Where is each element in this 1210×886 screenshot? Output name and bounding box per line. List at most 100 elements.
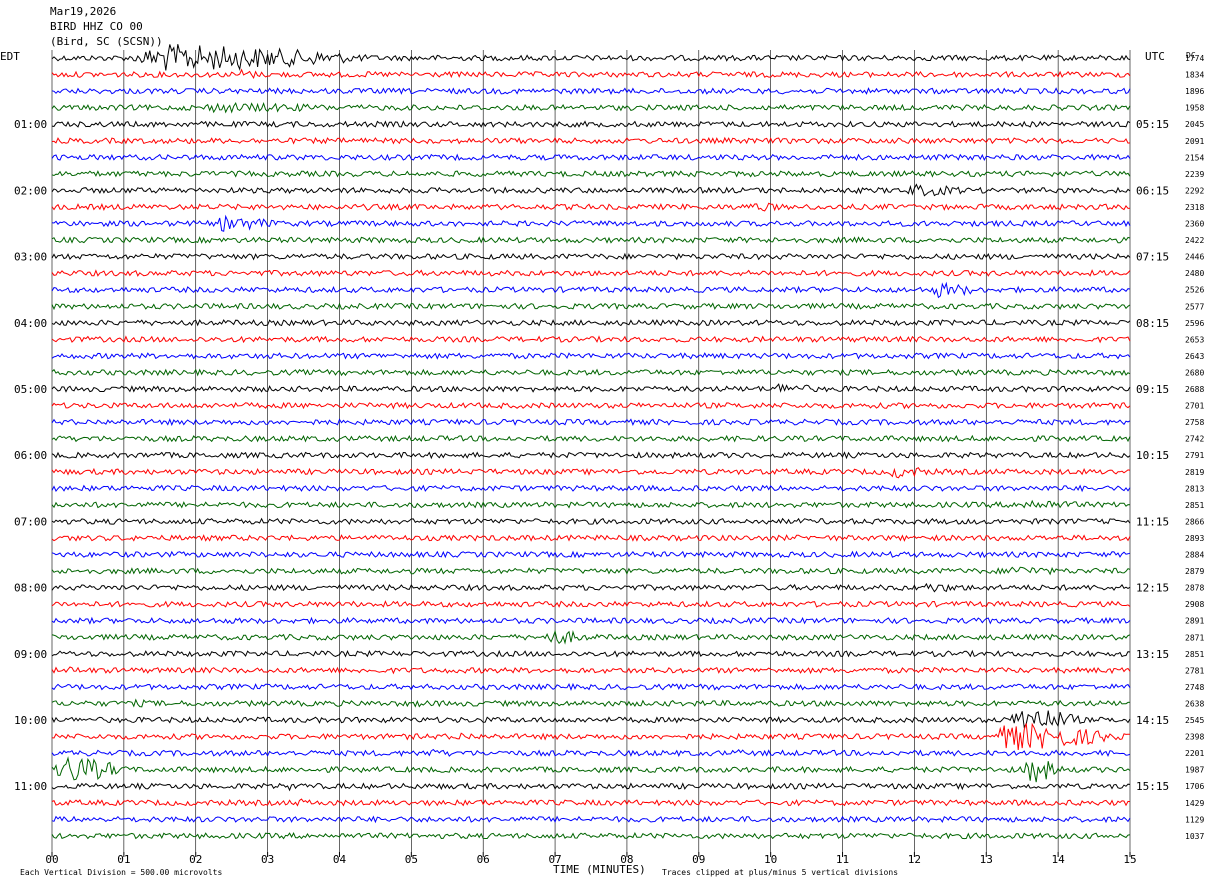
seismic-trace — [51, 252, 1131, 261]
dc-offset-label: 1958 — [1185, 104, 1204, 113]
x-tick-label: 13 — [980, 853, 993, 866]
axis-labels: 00 01 02 03 04 05 06 07 08 09 10 11 12 13 14 15 1774 1834… — [14, 54, 1204, 866]
seismic-trace — [51, 120, 1131, 129]
seismic-trace — [51, 418, 1131, 427]
seismic-trace — [51, 451, 1131, 460]
dc-offset-label: 2813 — [1185, 484, 1204, 493]
dc-offset-label: 2680 — [1185, 368, 1204, 377]
header-location: (Bird, SC (SCSN)) — [50, 35, 163, 48]
seismic-trace — [51, 434, 1131, 443]
dc-offset-label: 2878 — [1185, 584, 1204, 593]
dc-offset-label: 1774 — [1185, 54, 1204, 63]
seismic-trace — [51, 269, 1131, 278]
seismic-trace — [51, 710, 1131, 729]
seismic-trace — [51, 335, 1131, 344]
left-timezone-label: EDT — [0, 50, 20, 63]
dc-offset-label: 1429 — [1185, 799, 1204, 808]
right-hour-label: 06:15 — [1136, 184, 1169, 197]
right-hour-label: 07:15 — [1136, 251, 1169, 264]
dc-offset-label: 2446 — [1185, 253, 1204, 262]
right-hour-label: 12:15 — [1136, 582, 1169, 595]
seismic-trace — [51, 153, 1131, 162]
dc-offset-label: 2851 — [1185, 501, 1204, 510]
right-hour-label: 10:15 — [1136, 449, 1169, 462]
dc-offset-label: 2791 — [1185, 451, 1204, 460]
seismic-trace — [51, 68, 1131, 80]
seismic-trace — [51, 666, 1131, 675]
seismic-trace — [51, 798, 1131, 807]
dc-offset-label: 2422 — [1185, 236, 1204, 245]
dc-offset-label: 2545 — [1185, 716, 1204, 725]
dc-offset-label: 2748 — [1185, 683, 1204, 692]
x-tick-label: 15 — [1123, 853, 1136, 866]
right-hour-label: 05:15 — [1136, 118, 1169, 131]
dc-offset-label: 1834 — [1185, 71, 1204, 80]
right-hour-label: 08:15 — [1136, 317, 1169, 330]
dc-offset-label: 2781 — [1185, 666, 1204, 675]
seismic-trace — [51, 101, 1131, 114]
dc-offset-label: 2742 — [1185, 435, 1204, 444]
right-hour-label: 11:15 — [1136, 515, 1169, 528]
dc-offset-label: 2643 — [1185, 352, 1204, 361]
clip-note: Traces clipped at plus/minus 5 vertical … — [662, 868, 899, 877]
seismic-trace — [51, 682, 1131, 692]
dc-offset-label: 1037 — [1185, 832, 1204, 841]
seismic-trace — [51, 566, 1131, 576]
seismic-trace — [51, 401, 1131, 410]
seismic-trace — [51, 600, 1131, 608]
seismic-trace — [51, 499, 1131, 509]
left-hour-label: 08:00 — [14, 582, 47, 595]
dc-offset-label: 2596 — [1185, 319, 1204, 328]
seismic-trace — [51, 616, 1131, 625]
x-tick-label: 00 — [45, 853, 58, 866]
dc-label: DC — [1186, 51, 1196, 60]
seismic-trace — [51, 698, 1131, 708]
dc-offset-label: 2398 — [1185, 733, 1204, 742]
seismic-trace — [51, 214, 1131, 232]
dc-offset-label: 2851 — [1185, 650, 1204, 659]
seismic-trace — [51, 649, 1131, 658]
x-tick-label: 11 — [836, 853, 849, 866]
dc-offset-label: 2884 — [1185, 551, 1204, 560]
x-tick-label: 07 — [548, 853, 561, 866]
dc-offset-label: 2201 — [1185, 749, 1204, 758]
left-hour-label: 01:00 — [14, 118, 47, 131]
seismic-trace — [51, 629, 1131, 645]
scale-note: Each Vertical Division = 500.00 microvol… — [20, 868, 223, 877]
seismic-trace — [51, 484, 1131, 493]
x-tick-label: 03 — [261, 853, 274, 866]
seismic-trace — [51, 748, 1131, 757]
seismic-trace — [51, 183, 1131, 197]
dc-offset-label: 2318 — [1185, 203, 1204, 212]
dc-offset-label: 2701 — [1185, 402, 1204, 411]
right-hour-label: 09:15 — [1136, 383, 1169, 396]
dc-offset-label: 2154 — [1185, 153, 1204, 162]
seismic-trace — [51, 302, 1131, 311]
left-hour-label: 09:00 — [14, 648, 47, 661]
left-hour-label: 06:00 — [14, 449, 47, 462]
left-hour-label: 07:00 — [14, 515, 47, 528]
seismic-trace — [51, 534, 1131, 542]
seismic-trace — [51, 383, 1131, 393]
right-hour-label: 14:15 — [1136, 714, 1169, 727]
header-date: Mar19,2026 — [50, 5, 117, 18]
seismic-trace — [51, 782, 1131, 792]
seismic-trace — [51, 136, 1131, 145]
seismic-trace — [51, 517, 1131, 526]
right-hour-label: 13:15 — [1136, 648, 1169, 661]
dc-offset-label: 2819 — [1185, 468, 1204, 477]
x-tick-label: 09 — [692, 853, 705, 866]
seismic-trace — [51, 236, 1131, 244]
dc-offset-label: 1706 — [1185, 782, 1204, 791]
dc-offset-label: 2292 — [1185, 186, 1204, 195]
left-hour-label: 02:00 — [14, 184, 47, 197]
dc-offset-label: 2688 — [1185, 385, 1204, 394]
dc-offset-label: 2866 — [1185, 517, 1204, 526]
dc-offset-label: 2239 — [1185, 170, 1204, 179]
seismic-traces — [51, 44, 1131, 840]
dc-offset-label: 2879 — [1185, 567, 1204, 576]
left-hour-label: 03:00 — [14, 251, 47, 264]
seismic-trace — [51, 170, 1131, 178]
dc-offset-label: 2577 — [1185, 302, 1204, 311]
